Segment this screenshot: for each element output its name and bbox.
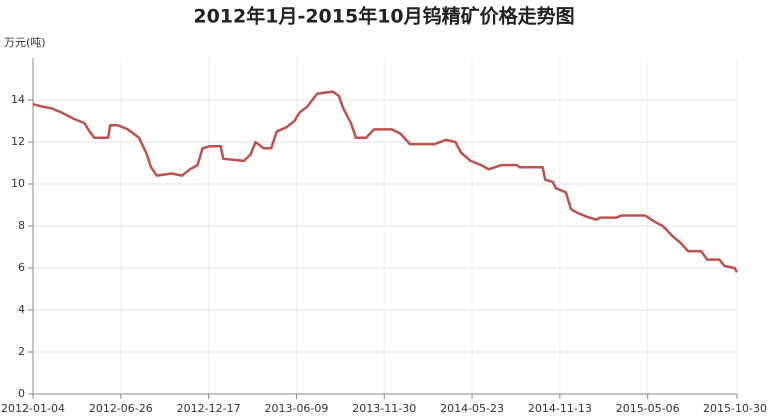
y-tick-label: 12 [11, 135, 25, 148]
x-tick-label: 2012-01-04 [1, 402, 65, 415]
x-tick-label: 2013-11-30 [352, 402, 416, 415]
y-tick-label: 4 [18, 303, 25, 316]
y-tick-label: 0 [18, 387, 25, 400]
x-tick-label: 2012-12-17 [177, 402, 241, 415]
x-tick-label: 2015-10-30 [703, 402, 767, 415]
x-tick-label: 2013-06-09 [264, 402, 328, 415]
y-tick-label: 2 [18, 345, 25, 358]
chart-title: 2012年1月-2015年10月钨精矿价格走势图 [193, 5, 574, 28]
y-tick-label: 10 [11, 177, 25, 190]
x-tick-label: 2015-05-06 [616, 402, 680, 415]
x-tick-label: 2014-11-13 [528, 402, 592, 415]
y-tick-label: 8 [18, 219, 25, 232]
price-line [32, 90, 739, 273]
y-tick-label: 6 [18, 261, 25, 274]
y-axis-label: 万元(吨) [4, 36, 46, 49]
x-tick-label: 2012-06-26 [89, 402, 153, 415]
y-tick-label: 14 [11, 93, 25, 106]
x-tick-label: 2014-05-23 [440, 402, 504, 415]
